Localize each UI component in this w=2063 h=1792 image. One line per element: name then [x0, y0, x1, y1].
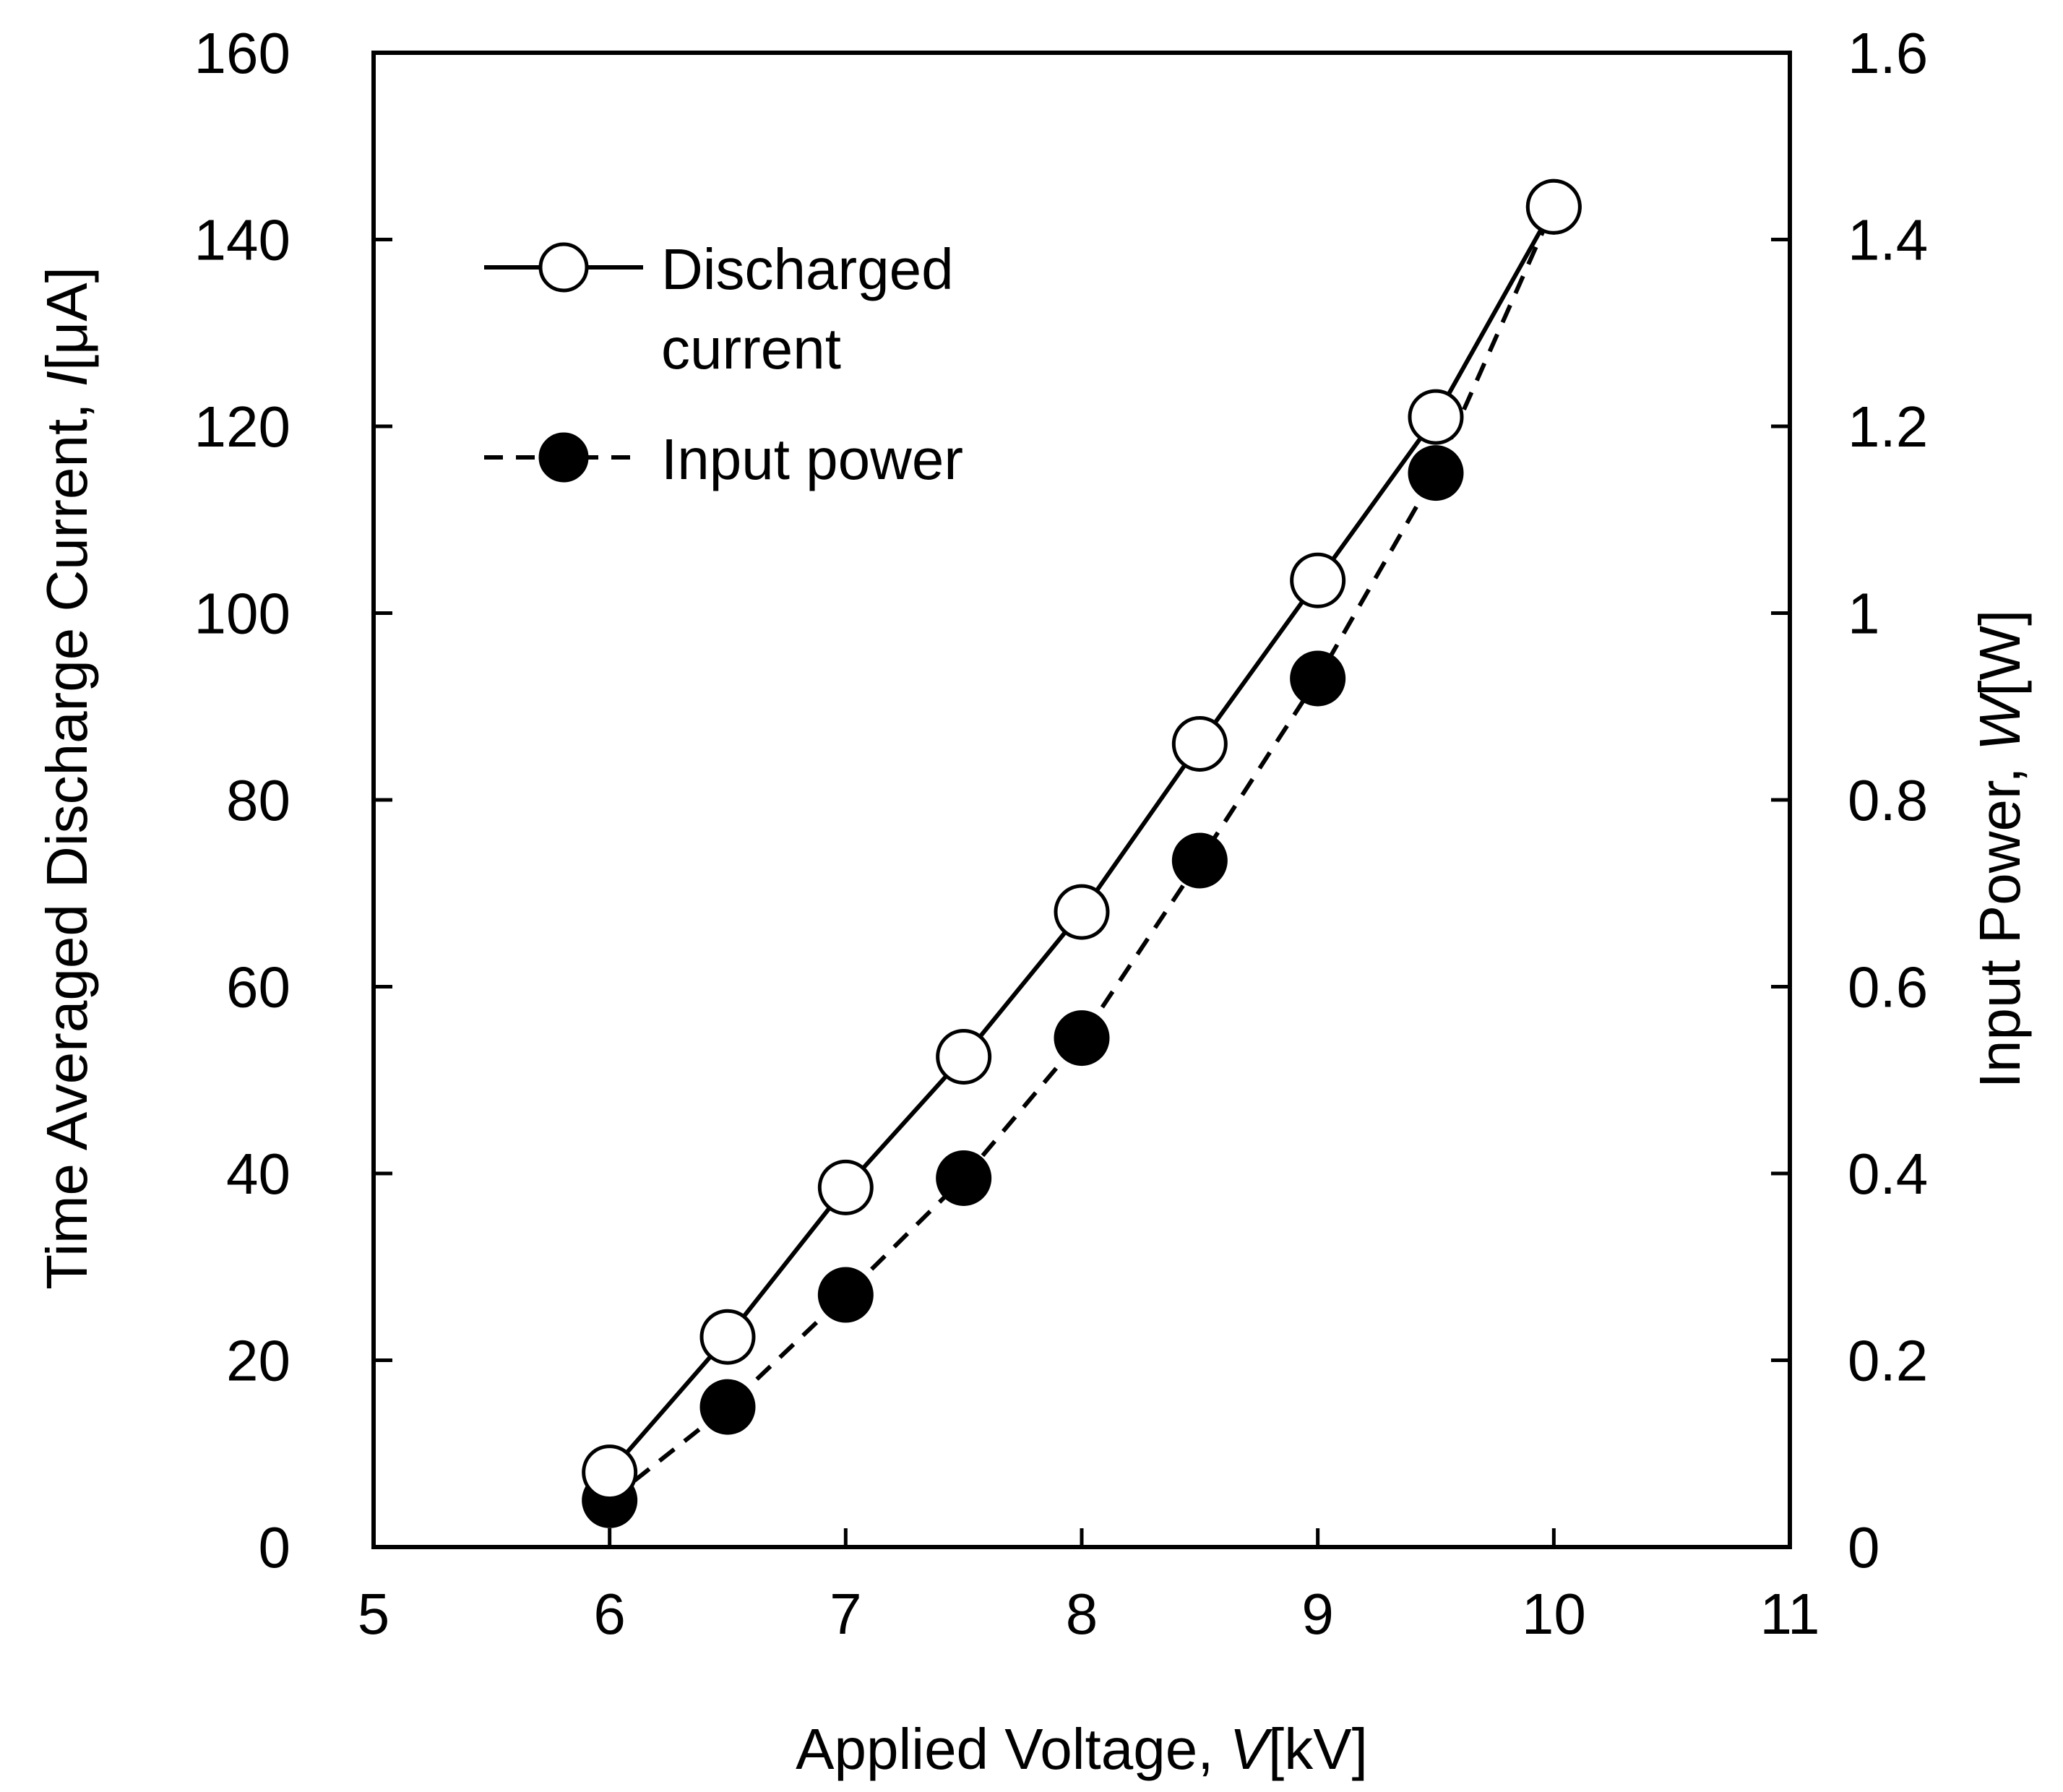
y-axis-left-title: Time Averaged Discharge Current, I[μA] [35, 267, 99, 1290]
legend-label-discharged-line2: current [661, 316, 841, 381]
point-input-power-3 [936, 1150, 992, 1206]
x-tick-label-2: 7 [830, 1582, 862, 1646]
y-right-tick-label-7: 1.4 [1848, 208, 1928, 272]
y-right-tick-label-1: 0.2 [1848, 1329, 1928, 1393]
point-input-power-1 [699, 1379, 756, 1435]
point-input-power-5 [1171, 832, 1228, 889]
y-right-tick-label-6: 1.2 [1848, 395, 1928, 459]
y-left-tick-label-3: 60 [226, 955, 290, 1020]
y-axis-right-title-prefix: Input Power, [1968, 751, 2032, 1088]
y-axis-right-title-unit: [W] [1968, 610, 2032, 697]
point-input-power-6 [1290, 650, 1346, 707]
axis-ticks: 5 6 7 8 9 10 11 0 20 40 60 80 100 120 140 160 0 0.2 0.4 0.6… [194, 21, 1929, 1646]
x-tick-label-5: 10 [1522, 1582, 1586, 1646]
legend-label-discharged-line1: Discharged [661, 237, 954, 301]
y-right-tick-label-8: 1.6 [1848, 21, 1928, 85]
point-discharged-current-7 [1408, 389, 1464, 445]
y-axis-right-title-symbol: W [1968, 692, 2032, 751]
series-line-input-power [608, 206, 1556, 1502]
legend-label-input-power: Input power [661, 427, 963, 491]
data-series [582, 178, 1582, 1528]
y-axis-left-title-unit: [μA] [35, 267, 99, 371]
series-line-discharged-current [608, 205, 1556, 1474]
point-discharged-current-6 [1290, 552, 1346, 608]
x-axis-title-symbol: V [1230, 1717, 1273, 1781]
point-input-power-4 [1054, 1010, 1110, 1067]
point-discharged-current-1 [699, 1309, 756, 1365]
point-discharged-current-4 [1054, 884, 1110, 940]
legend: Discharged current Input power [484, 237, 963, 491]
y-left-tick-label-5: 100 [194, 582, 290, 646]
y-left-tick-label-4: 80 [226, 768, 290, 832]
y-right-tick-label-5: 1 [1848, 582, 1880, 646]
y-left-tick-label-7: 140 [194, 208, 290, 272]
y-right-tick-label-0: 0 [1848, 1515, 1880, 1580]
y-right-tick-label-4: 0.8 [1848, 768, 1928, 832]
x-axis-title-unit: [kV] [1268, 1717, 1368, 1781]
point-input-power-7 [1408, 445, 1464, 501]
legend-marker-filled-circle [538, 432, 589, 483]
x-tick-label-6: 11 [1760, 1582, 1819, 1646]
y-left-tick-label-6: 120 [194, 395, 290, 459]
y-axis-left-title-symbol: I [35, 371, 99, 387]
y-axis-right-title: Input Power, W[W] [1968, 610, 2032, 1088]
y-left-tick-label-2: 40 [226, 1142, 290, 1206]
point-discharged-current-5 [1171, 715, 1228, 772]
y-left-tick-label-0: 0 [259, 1515, 291, 1580]
y-axis-left-title-prefix: Time Averaged Discharge Current, [35, 387, 99, 1289]
point-discharged-current-3 [936, 1028, 992, 1085]
x-axis-title-prefix: Applied Voltage, [796, 1717, 1229, 1781]
y-left-tick-label-8: 160 [194, 21, 290, 85]
x-tick-label-1: 6 [593, 1582, 626, 1646]
point-discharged-current-2 [817, 1159, 874, 1215]
x-axis-title: Applied Voltage, V[kV] [796, 1717, 1368, 1781]
point-discharged-current-8 [1525, 178, 1582, 235]
y-right-tick-label-2: 0.4 [1848, 1142, 1928, 1206]
point-input-power-2 [817, 1267, 874, 1323]
point-discharged-current-0 [582, 1444, 638, 1501]
x-tick-label-3: 8 [1066, 1582, 1098, 1646]
x-tick-label-0: 5 [358, 1582, 390, 1646]
x-tick-label-4: 9 [1301, 1582, 1334, 1646]
legend-marker-open-circle [538, 242, 589, 293]
y-right-tick-label-3: 0.6 [1848, 955, 1928, 1020]
y-left-tick-label-1: 20 [226, 1329, 290, 1393]
